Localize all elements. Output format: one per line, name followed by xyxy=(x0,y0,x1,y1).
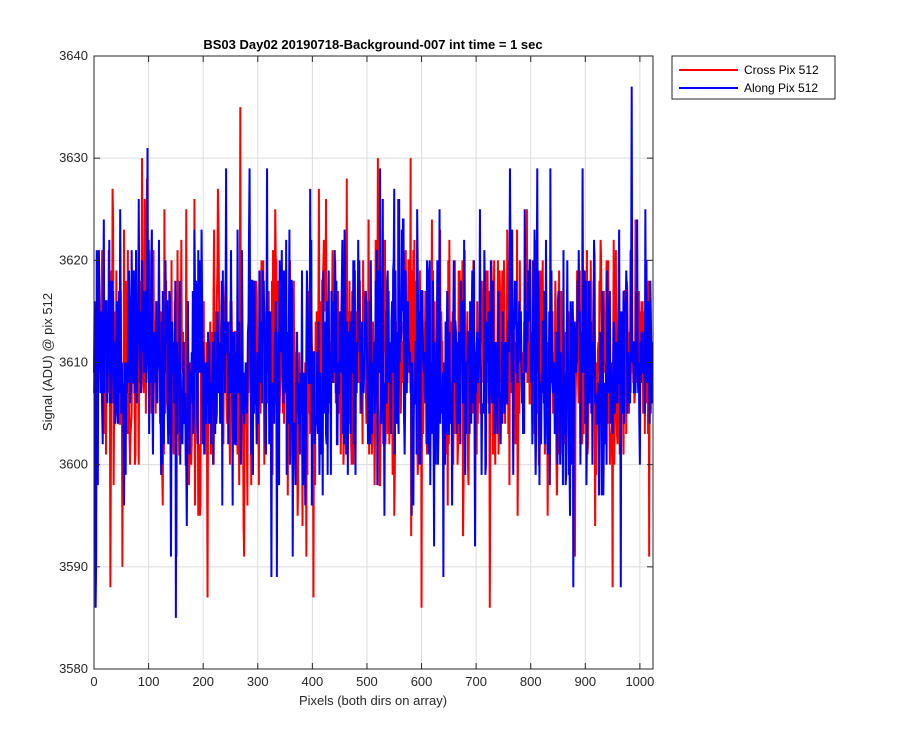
x-tick-label: 400 xyxy=(302,674,324,689)
y-tick-label: 3630 xyxy=(59,150,88,165)
x-tick-label: 1000 xyxy=(625,674,654,689)
legend-box xyxy=(671,55,836,100)
x-tick-label: 900 xyxy=(574,674,596,689)
x-tick-label: 600 xyxy=(411,674,433,689)
y-tick-label: 3610 xyxy=(59,355,88,370)
y-axis-label: Signal (ADU) @ pix 512 xyxy=(40,293,55,431)
legend: Cross Pix 512 Along Pix 512 xyxy=(671,55,836,100)
x-tick-label: 200 xyxy=(192,674,214,689)
y-tick-label: 3600 xyxy=(59,457,88,472)
legend-label-along: Along Pix 512 xyxy=(744,81,818,95)
x-tick-label: 500 xyxy=(356,674,378,689)
y-tick-label: 3620 xyxy=(59,252,88,267)
chart-title: BS03 Day02 20190718-Background-007 int t… xyxy=(203,37,542,52)
x-tick-label: 0 xyxy=(90,674,97,689)
x-tick-label: 100 xyxy=(138,674,160,689)
y-tick-label: 3640 xyxy=(59,48,88,63)
x-axis-label: Pixels (both dirs on array) xyxy=(299,693,447,708)
x-tick-label: 800 xyxy=(520,674,542,689)
y-tick-label: 3580 xyxy=(59,661,88,676)
y-tick-label: 3590 xyxy=(59,559,88,574)
x-tick-label: 300 xyxy=(247,674,269,689)
axis-ticks: 0 100 200 300 400 500 600 700 800 900 1000 3580 3590… xyxy=(59,48,654,689)
x-tick-label: 700 xyxy=(465,674,487,689)
series-line-along-pix-512 xyxy=(93,86,654,618)
legend-label-cross: Cross Pix 512 xyxy=(744,63,819,77)
series-layer xyxy=(93,86,654,618)
